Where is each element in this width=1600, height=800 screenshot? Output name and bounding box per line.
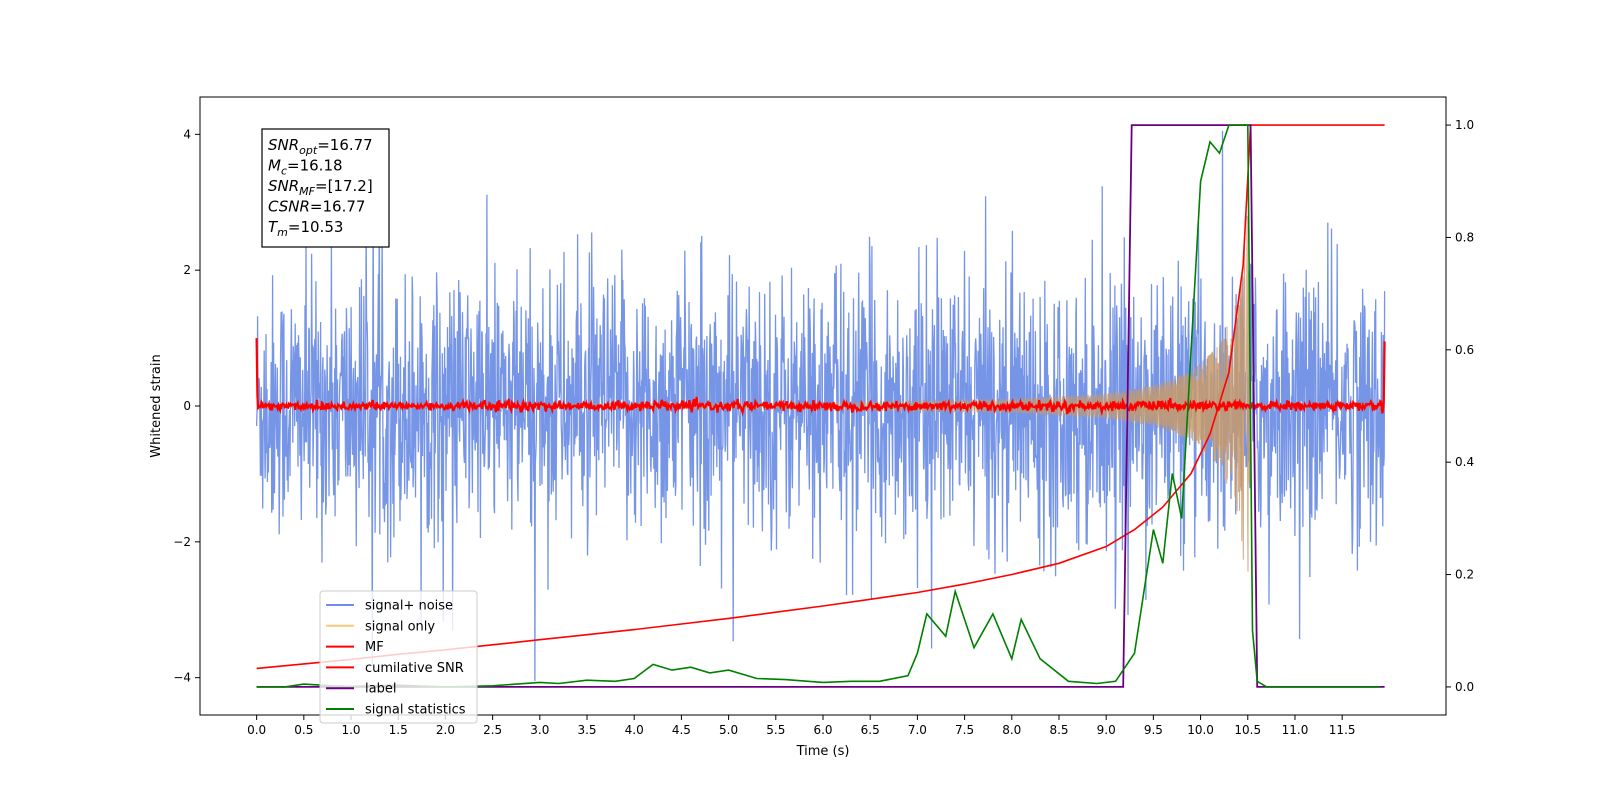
x-tick-label: 0.5 <box>294 723 313 737</box>
x-tick-label: 1.5 <box>389 723 408 737</box>
annotation-line: CSNR=16.77 <box>268 198 365 216</box>
x-tick-label: 9.5 <box>1144 723 1163 737</box>
series-signal-statistics <box>256 124 1380 688</box>
x-tick-label: 2.0 <box>436 723 455 737</box>
x-tick-label: 4.0 <box>625 723 644 737</box>
x-tick-label: 2.5 <box>483 723 502 737</box>
x-tick-label: 10.5 <box>1234 723 1261 737</box>
y-axis-right: 0.0 0.2 0.4 0.6 0.8 1.0 <box>1446 118 1474 694</box>
x-tick-label: 11.5 <box>1329 723 1356 737</box>
y-tick-label: 0 <box>183 399 191 413</box>
y2-tick-label: 0.0 <box>1455 680 1474 694</box>
y-tick-label: −4 <box>173 671 191 685</box>
x-tick-label: 8.0 <box>1002 723 1021 737</box>
x-tick-label: 11.0 <box>1282 723 1309 737</box>
x-tick-label: 7.0 <box>908 723 927 737</box>
legend-label: signal only <box>365 619 435 634</box>
x-tick-label: 1.0 <box>341 723 360 737</box>
y2-tick-label: 1.0 <box>1455 118 1474 132</box>
x-tick-label: 10.0 <box>1187 723 1214 737</box>
annotation-line: Tm=10.53 <box>268 218 343 239</box>
legend: signal+ noise signal only MF cumilative SNR… <box>319 590 478 724</box>
x-tick-label: 0.0 <box>247 723 266 737</box>
x-tick-label: 4.5 <box>672 723 691 737</box>
annotation-box: SNRopt=16.77Mc=16.18SNRMF=[17.2]CSNR=16.… <box>261 128 390 248</box>
series-mf <box>255 338 1386 417</box>
legend-label: MF <box>365 640 384 655</box>
x-tick-label: 5.5 <box>766 723 785 737</box>
x-tick-label: 3.5 <box>577 723 596 737</box>
y2-tick-label: 0.6 <box>1455 343 1474 357</box>
series-cumulative-snr <box>256 124 1385 670</box>
legend-label: signal+ noise <box>365 599 453 614</box>
plot-area <box>255 124 1386 688</box>
x-tick-label: 9.0 <box>1097 723 1116 737</box>
legend-label: cumilative SNR <box>365 661 464 676</box>
x-tick-label: 7.5 <box>955 723 974 737</box>
series-signal-noise <box>255 130 1386 682</box>
annotation-line: Mc=16.18 <box>268 157 343 178</box>
x-axis-label: Time (s) <box>796 744 850 759</box>
y-tick-label: −2 <box>173 535 191 549</box>
y2-tick-label: 0.2 <box>1455 568 1474 582</box>
legend-frame <box>319 590 478 724</box>
x-tick-label: 8.5 <box>1049 723 1068 737</box>
annotation-line: SNRMF=[17.2] <box>268 177 373 198</box>
y-axis-left: −4 −2 0 2 4 <box>173 127 200 685</box>
y2-tick-label: 0.8 <box>1455 230 1474 244</box>
y2-tick-label: 0.4 <box>1455 455 1474 469</box>
x-tick-label: 5.0 <box>719 723 738 737</box>
y-axis-label: Whitened strain <box>149 354 164 457</box>
annotation-line: SNRopt=16.77 <box>268 136 373 157</box>
y-tick-label: 2 <box>183 263 191 277</box>
annotation-frame <box>261 128 390 248</box>
x-tick-label: 6.5 <box>861 723 880 737</box>
legend-label: signal statistics <box>365 703 466 718</box>
x-tick-label: 6.0 <box>813 723 832 737</box>
y-tick-label: 4 <box>183 127 191 141</box>
x-axis: 0.0 0.5 1.0 1.5 2.0 2.5 3.0 3.5 4.0 4.5 5.0 5.5 6.0 6… <box>247 715 1356 737</box>
x-tick-label: 3.0 <box>530 723 549 737</box>
legend-label: label <box>365 682 396 697</box>
